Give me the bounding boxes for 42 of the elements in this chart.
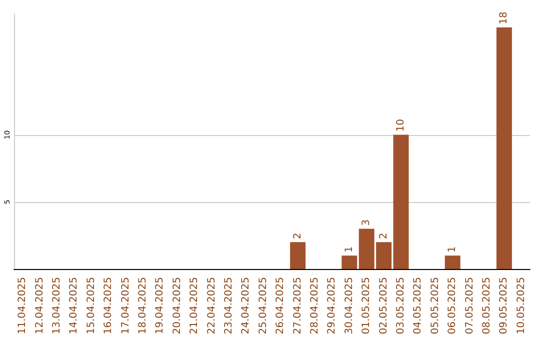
x-tick-label: 11.04.2025 bbox=[17, 277, 28, 334]
x-tick-label: 12.04.2025 bbox=[34, 277, 46, 334]
x-tick-label: 09.05.2025 bbox=[498, 277, 510, 334]
x-tick-label: 26.04.2025 bbox=[275, 277, 286, 334]
x-tick-label: 23.04.2025 bbox=[224, 277, 234, 334]
x-tick-label: 04.05.2025 bbox=[412, 277, 424, 334]
x-tick-label: 27.04.2025 bbox=[292, 277, 304, 334]
data-label: 18 bbox=[498, 12, 510, 24]
x-tick-label: 30.04.2025 bbox=[344, 277, 355, 334]
x-tick-label: 05.05.2025 bbox=[430, 277, 441, 334]
data-label: 3 bbox=[361, 219, 372, 226]
x-tick-label: 03.05.2025 bbox=[396, 277, 406, 334]
bar bbox=[342, 256, 358, 269]
data-label: 2 bbox=[378, 232, 390, 240]
x-tick-label: 20.04.2025 bbox=[172, 277, 183, 334]
data-label: 1 bbox=[447, 246, 458, 253]
x-tick-label: 29.04.2025 bbox=[326, 277, 338, 334]
data-label: 1 bbox=[344, 246, 355, 253]
bar bbox=[496, 27, 512, 269]
x-tick-label: 10.05.2025 bbox=[516, 277, 527, 334]
x-tick-label: 25.04.2025 bbox=[258, 277, 269, 334]
x-tick-label: 19.04.2025 bbox=[154, 277, 166, 334]
bar bbox=[290, 242, 306, 269]
x-tick-label: 14.04.2025 bbox=[68, 277, 80, 334]
x-tick-label: 22.04.2025 bbox=[206, 277, 218, 334]
x-tick-label: 18.04.2025 bbox=[138, 277, 148, 334]
x-tick-label: 15.04.2025 bbox=[86, 277, 97, 334]
x-tick-label: 07.05.2025 bbox=[464, 277, 476, 334]
x-tick-label: 28.04.2025 bbox=[310, 277, 320, 334]
x-tick-label: 21.04.2025 bbox=[189, 277, 200, 334]
x-tick-label: 24.04.2025 bbox=[240, 277, 252, 334]
x-tick-label: 01.05.2025 bbox=[361, 277, 372, 334]
x-tick-label: 16.04.2025 bbox=[103, 277, 114, 334]
data-label: 10 bbox=[396, 119, 406, 132]
x-tick-label: 02.05.2025 bbox=[378, 277, 390, 334]
bar bbox=[444, 256, 460, 269]
bar bbox=[393, 134, 409, 269]
x-tick-label: 06.05.2025 bbox=[447, 277, 458, 334]
x-tick-label: 17.04.2025 bbox=[120, 277, 132, 334]
x-tick-label: 08.05.2025 bbox=[482, 277, 492, 334]
x-tick-label: 13.04.2025 bbox=[52, 277, 62, 334]
data-label: 2 bbox=[292, 232, 304, 240]
